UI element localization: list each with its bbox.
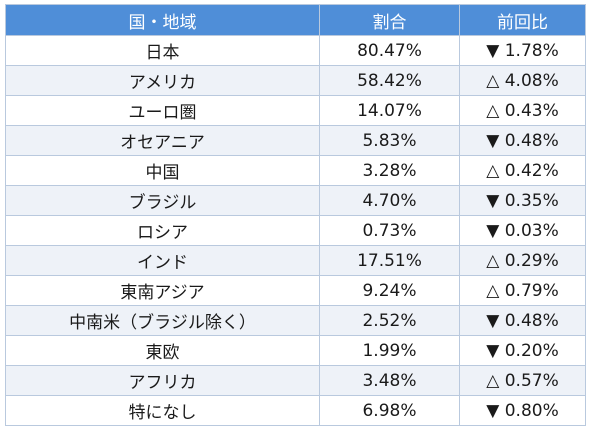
table-row: 東欧 1.99% ▼ 0.20% xyxy=(5,335,586,366)
cell-change: △ 0.43% xyxy=(459,95,586,126)
cell-region: ブラジル xyxy=(5,185,320,216)
table-row: 特になし 6.98% ▼ 0.80% xyxy=(5,395,586,426)
cell-change: △ 0.42% xyxy=(459,155,586,186)
table-row: ユーロ圏 14.07% △ 0.43% xyxy=(5,95,586,126)
cell-share: 9.24% xyxy=(319,275,460,306)
cell-share: 4.70% xyxy=(319,185,460,216)
cell-region: アフリカ xyxy=(5,365,320,396)
cell-region: 中国 xyxy=(5,155,320,186)
cell-change: ▼ 0.20% xyxy=(459,335,586,366)
header-region: 国・地域 xyxy=(5,4,320,36)
table-row: ロシア 0.73% ▼ 0.03% xyxy=(5,215,586,246)
cell-region: 東欧 xyxy=(5,335,320,366)
header-change: 前回比 xyxy=(459,4,586,36)
cell-share: 58.42% xyxy=(319,65,460,96)
table-row: 東南アジア 9.24% △ 0.79% xyxy=(5,275,586,306)
table-row: ブラジル 4.70% ▼ 0.35% xyxy=(5,185,586,216)
cell-share: 0.73% xyxy=(319,215,460,246)
cell-change: △ 0.79% xyxy=(459,275,586,306)
cell-share: 14.07% xyxy=(319,95,460,126)
cell-region: オセアニア xyxy=(5,125,320,156)
table-row: アフリカ 3.48% △ 0.57% xyxy=(5,365,586,396)
cell-change: ▼ 1.78% xyxy=(459,35,586,66)
cell-share: 1.99% xyxy=(319,335,460,366)
cell-region: 東南アジア xyxy=(5,275,320,306)
cell-share: 3.48% xyxy=(319,365,460,396)
cell-change: ▼ 0.03% xyxy=(459,215,586,246)
header-row: 国・地域 割合 前回比 xyxy=(5,4,586,36)
table-row: 中国 3.28% △ 0.42% xyxy=(5,155,586,186)
header-share: 割合 xyxy=(319,4,460,36)
cell-region: 特になし xyxy=(5,395,320,426)
cell-region: 日本 xyxy=(5,35,320,66)
cell-share: 5.83% xyxy=(319,125,460,156)
cell-change: △ 0.29% xyxy=(459,245,586,276)
cell-region: 中南米（ブラジル除く） xyxy=(5,305,320,336)
table-row: 中南米（ブラジル除く） 2.52% ▼ 0.48% xyxy=(5,305,586,336)
cell-region: ロシア xyxy=(5,215,320,246)
region-share-table: 国・地域 割合 前回比 日本 80.47% ▼ 1.78% アメリカ 58.42… xyxy=(5,4,586,426)
cell-share: 80.47% xyxy=(319,35,460,66)
cell-share: 2.52% xyxy=(319,305,460,336)
cell-share: 6.98% xyxy=(319,395,460,426)
table-row: 日本 80.47% ▼ 1.78% xyxy=(5,35,586,66)
table-row: アメリカ 58.42% △ 4.08% xyxy=(5,65,586,96)
cell-share: 17.51% xyxy=(319,245,460,276)
cell-change: ▼ 0.80% xyxy=(459,395,586,426)
table-row: インド 17.51% △ 0.29% xyxy=(5,245,586,276)
cell-change: ▼ 0.35% xyxy=(459,185,586,216)
table-container: 国・地域 割合 前回比 日本 80.47% ▼ 1.78% アメリカ 58.42… xyxy=(5,4,586,426)
cell-region: アメリカ xyxy=(5,65,320,96)
cell-change: △ 4.08% xyxy=(459,65,586,96)
cell-share: 3.28% xyxy=(319,155,460,186)
cell-region: ユーロ圏 xyxy=(5,95,320,126)
table-row: オセアニア 5.83% ▼ 0.48% xyxy=(5,125,586,156)
cell-change: ▼ 0.48% xyxy=(459,125,586,156)
cell-region: インド xyxy=(5,245,320,276)
cell-change: ▼ 0.48% xyxy=(459,305,586,336)
cell-change: △ 0.57% xyxy=(459,365,586,396)
